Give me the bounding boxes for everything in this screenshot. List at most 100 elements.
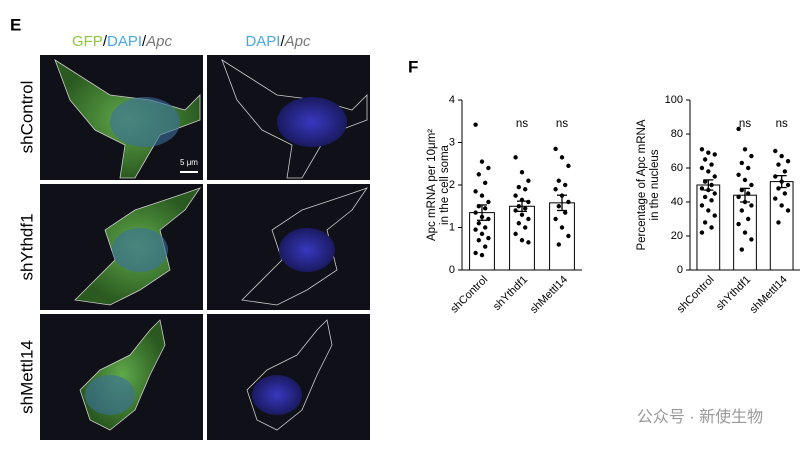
annotation: ns: [516, 118, 528, 130]
cell-outline: [241, 187, 369, 306]
data-point: [709, 162, 714, 167]
data-point: [563, 210, 568, 215]
data-point: [523, 225, 528, 230]
data-point: [699, 186, 705, 191]
data-point: [773, 174, 778, 179]
x-tick-label: shControl: [448, 274, 490, 316]
data-point: [746, 191, 751, 196]
data-point: [709, 182, 714, 188]
data-point: [479, 252, 485, 258]
data-point: [519, 212, 525, 217]
data-point: [785, 159, 791, 164]
data-point: [553, 146, 558, 152]
nucleus: [277, 97, 347, 147]
data-point: [513, 193, 518, 198]
data-point: [486, 235, 491, 241]
data-point: [736, 221, 741, 227]
data-point: [712, 174, 717, 179]
data-point: [702, 194, 708, 200]
data-point: [702, 220, 708, 225]
data-point: [706, 187, 711, 193]
data-point: [749, 237, 754, 242]
nucleus: [252, 375, 302, 415]
y-tick-label: 1: [449, 221, 455, 233]
data-point: [473, 189, 478, 194]
data-point: [559, 155, 565, 160]
data-point: [519, 197, 525, 203]
data-point: [523, 206, 528, 211]
data-point: [702, 179, 708, 184]
data-point: [712, 152, 717, 157]
row-label: shYthdf1: [17, 213, 36, 280]
y-tick-label: 0: [449, 264, 455, 276]
data-point: [742, 177, 748, 183]
y-axis-label: in the cell soma: [439, 144, 451, 225]
data-point: [749, 182, 754, 188]
data-point: [553, 216, 558, 222]
data-point: [699, 203, 705, 208]
data-point: [516, 221, 521, 226]
y-axis-label: in the nucleus: [649, 149, 661, 220]
data-point: [742, 230, 748, 235]
data-point: [736, 126, 741, 132]
data-point: [699, 165, 705, 171]
annotation: ns: [556, 118, 568, 130]
data-point: [706, 150, 711, 155]
data-point: [782, 191, 788, 196]
data-point: [746, 165, 751, 171]
y-axis-label: Apc mRNA per 10μm²: [426, 129, 438, 241]
panel-label: F: [408, 57, 418, 76]
data-point: [519, 238, 525, 243]
data-point: [563, 182, 568, 188]
label-part: GFP: [72, 33, 103, 50]
y-tick-label: 3: [449, 136, 455, 148]
data-point: [699, 147, 705, 152]
data-point: [483, 225, 488, 230]
nucleus: [85, 375, 135, 415]
y-tick-label: 40: [671, 196, 683, 208]
data-point: [516, 204, 521, 209]
row-label: shControl: [17, 81, 36, 154]
data-point: [553, 187, 558, 192]
data-point: [566, 233, 571, 239]
x-tick-label: shMettl14: [528, 274, 570, 316]
bar: [696, 184, 721, 271]
data-point: [712, 191, 717, 196]
data-point: [526, 178, 531, 183]
data-point: [742, 147, 748, 152]
nucleus: [112, 228, 168, 272]
y-axis-label: Percentage of Apc mRNA: [636, 119, 648, 250]
micrographs: 5 μm: [40, 55, 370, 440]
data-point: [773, 196, 778, 201]
annotation: ns: [739, 118, 751, 130]
bar: [769, 181, 794, 271]
cell-outline: [246, 319, 333, 431]
data-point: [779, 203, 784, 208]
data-point: [526, 240, 531, 245]
y-tick-label: 0: [677, 264, 683, 276]
y-tick-label: 4: [449, 94, 455, 106]
data-point: [473, 250, 478, 256]
data-point: [779, 179, 784, 184]
data-point: [473, 210, 478, 215]
data-point: [486, 199, 491, 205]
data-point: [702, 157, 708, 162]
y-tick-label: 100: [665, 94, 683, 106]
bar: [549, 202, 575, 271]
data-point: [556, 204, 561, 209]
nucleus: [279, 228, 335, 272]
micrograph: [207, 314, 370, 440]
data-point: [776, 162, 781, 167]
label-part: Apc: [284, 33, 311, 50]
y-tick-label: 60: [671, 162, 683, 174]
data-point: [739, 208, 744, 213]
data-point: [712, 213, 717, 218]
data-point: [556, 178, 561, 183]
x-tick-label: shControl: [675, 274, 717, 316]
data-point: [479, 214, 485, 220]
data-point: [523, 187, 528, 192]
data-point: [736, 194, 741, 200]
column-header: GFP/DAPI/Apc: [72, 33, 173, 50]
data-point: [479, 193, 485, 198]
